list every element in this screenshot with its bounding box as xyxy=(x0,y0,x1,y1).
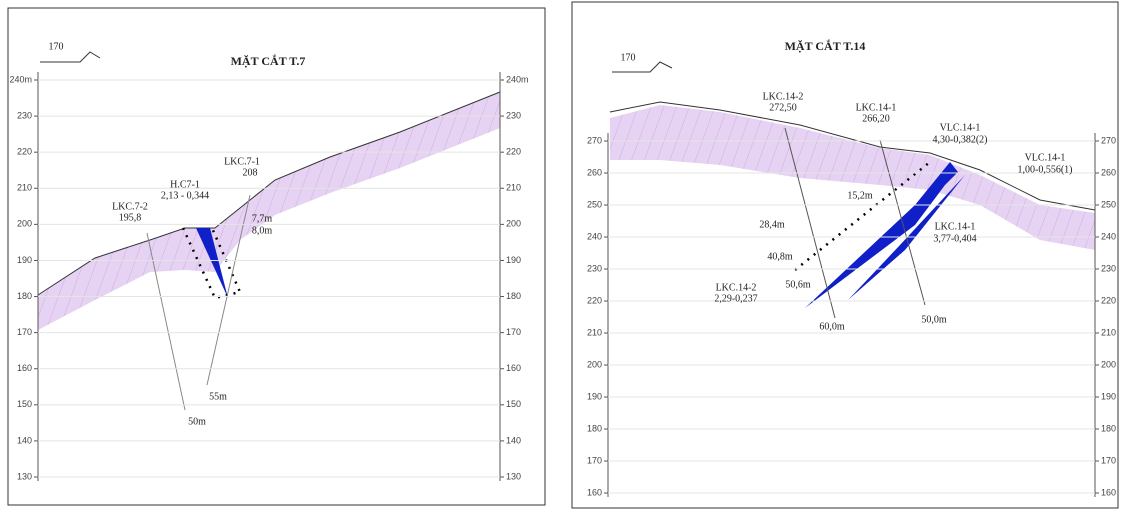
annotation: 40,8m xyxy=(767,251,793,262)
elevation-label: 190 xyxy=(506,255,521,265)
elevation-label: 180 xyxy=(1101,423,1116,433)
annotation: 50,6m xyxy=(785,279,811,290)
annotation: 60,0m xyxy=(819,321,845,332)
elevation-label: 240m xyxy=(506,74,529,84)
elevation-label: 230 xyxy=(1101,263,1116,273)
annotation: 2,29-0,237 xyxy=(714,293,757,304)
elevation-label: 250 xyxy=(1101,199,1116,209)
elevation-label: 210 xyxy=(587,327,602,337)
annotation: LKC.7-1 xyxy=(224,156,260,167)
panel-frame xyxy=(572,2,1118,508)
annotation: 55m xyxy=(209,391,227,402)
elevation-label: 200 xyxy=(17,219,32,229)
elevation-label: 260 xyxy=(587,167,602,177)
annotation: LKC.14-2 xyxy=(716,282,757,293)
elevation-label: 240 xyxy=(1101,231,1116,241)
annotation: 50,0m xyxy=(921,314,947,325)
annotation: 272,50 xyxy=(769,102,797,113)
annotation: 2,13 - 0,344 xyxy=(161,190,209,201)
elevation-label: 260 xyxy=(1101,167,1116,177)
elevation-label: 230 xyxy=(506,110,521,120)
annotation: LKC.7-2 xyxy=(112,201,148,212)
rock-layer xyxy=(610,105,1095,250)
elevation-label: 200 xyxy=(1101,359,1116,369)
elevation-label: 150 xyxy=(17,399,32,409)
elevation-label: 150 xyxy=(506,399,521,409)
elevation-label: 140 xyxy=(506,435,521,445)
elevation-label: 240m xyxy=(9,74,32,84)
annotation: 1,00-0,556(1) xyxy=(1018,164,1073,175)
section-title: MẶT CẮT T.14 xyxy=(785,38,866,53)
rock-layer xyxy=(38,92,500,330)
annotation: 4,30-0,382(2) xyxy=(933,134,988,145)
annotation: 195,8 xyxy=(119,212,142,223)
annotation: VLC.14-1 xyxy=(940,122,981,133)
elevation-label: 220 xyxy=(506,147,521,157)
elevation-label: 200 xyxy=(506,219,521,229)
elevation-label: 180 xyxy=(17,291,32,301)
elevation-label: 270 xyxy=(1101,135,1116,145)
elevation-label: 240 xyxy=(587,231,602,241)
elevation-label: 140 xyxy=(17,435,32,445)
elevation-label: 220 xyxy=(17,147,32,157)
elevation-label: 160 xyxy=(1101,487,1116,497)
section-title: MẶT CẮT T.7 xyxy=(231,53,306,68)
elevation-label: 220 xyxy=(587,295,602,305)
elevation-label: 180 xyxy=(587,423,602,433)
annotation: VLC.14-1 xyxy=(1025,152,1066,163)
elevation-label: 160 xyxy=(587,487,602,497)
elevation-label: 160 xyxy=(17,363,32,373)
elevation-label: 210 xyxy=(17,183,32,193)
elevation-label: 230 xyxy=(587,263,602,273)
elevation-label: 190 xyxy=(17,255,32,265)
direction-mark xyxy=(40,52,100,62)
annotation: 266,20 xyxy=(862,113,890,124)
elevation-label: 170 xyxy=(1101,455,1116,465)
elevation-label: 210 xyxy=(1101,327,1116,337)
annotation: LKC.14-2 xyxy=(763,91,804,102)
elevation-label: 220 xyxy=(1101,295,1116,305)
elevation-label: 160 xyxy=(506,363,521,373)
sections: MẶT CẮT T.7 170 240m 240m 230 230 220 220 210 210… xyxy=(0,0,1124,511)
elevation-label: 230 xyxy=(17,110,32,120)
elevation-label: 190 xyxy=(1101,391,1116,401)
annotation: 15,2m xyxy=(847,190,873,201)
elevation-label: 130 xyxy=(17,471,32,481)
panel-frame xyxy=(8,8,545,505)
elevation-label: 170 xyxy=(587,455,602,465)
elevation-label: 170 xyxy=(506,327,521,337)
elevation-label: 270 xyxy=(587,135,602,145)
annotation: 8,0m xyxy=(252,225,273,236)
elevation-label: 190 xyxy=(587,391,602,401)
annotation: LKC.14-1 xyxy=(935,221,976,232)
annotation: 208 xyxy=(243,167,258,178)
annotation: 7,7m xyxy=(252,213,273,224)
annotation: LKC.14-1 xyxy=(856,102,897,113)
elevation-label: 130 xyxy=(506,471,521,481)
annotation: 50m xyxy=(188,416,206,427)
elevation-label: 210 xyxy=(506,183,521,193)
elevation-label: 250 xyxy=(587,199,602,209)
direction-label: 170 xyxy=(621,52,636,63)
annotation: 3,77-0,404 xyxy=(933,233,976,244)
elevation-label: 200 xyxy=(587,359,602,369)
annotation: H.C7-1 xyxy=(170,179,200,190)
elevation-label: 180 xyxy=(506,291,521,301)
elevation-label: 170 xyxy=(17,327,32,337)
direction-mark xyxy=(612,62,672,72)
direction-label: 170 xyxy=(49,41,64,52)
annotation: 28,4m xyxy=(759,219,785,230)
